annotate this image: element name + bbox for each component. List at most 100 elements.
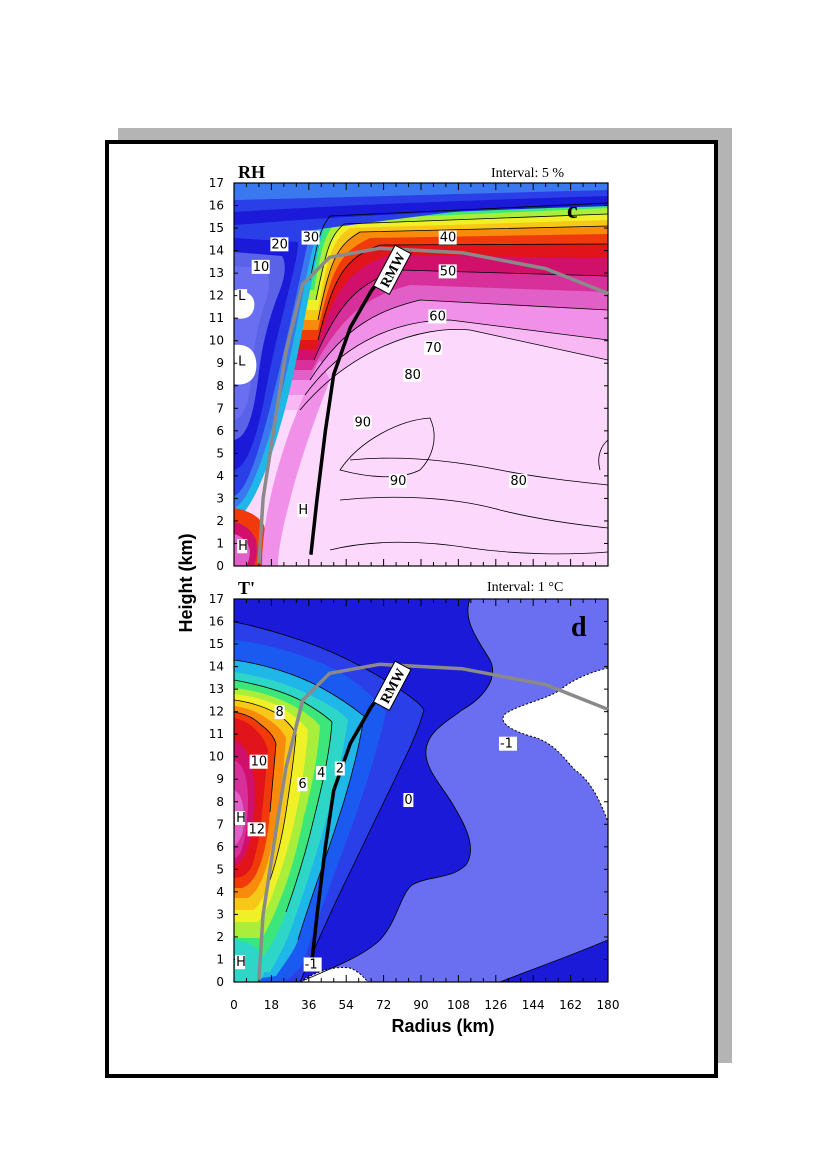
y-tick-label: 17 [209, 592, 224, 606]
contour-label: 4 [317, 766, 325, 781]
y-tick-label: 6 [216, 840, 224, 854]
contour-label: -1 [500, 737, 513, 752]
contour-label: 12 [249, 822, 266, 837]
y-tick-label: 1 [216, 952, 224, 966]
contour-label: 0 [404, 793, 412, 808]
t-panel-title: T' [238, 578, 255, 598]
y-tick-label: 14 [209, 660, 224, 674]
contour-label-bg [403, 793, 414, 808]
contour-label: 70 [425, 341, 442, 356]
contour-label: 90 [390, 474, 407, 489]
y-tick-label: 0 [216, 975, 224, 989]
y-tick-label: 11 [209, 311, 224, 325]
contour-label-bg [438, 264, 457, 279]
y-tick-label: 16 [209, 199, 224, 213]
rmw-curve [309, 683, 390, 971]
t-x-axis: 0 18 36 54 72 90 108 126 144 162 180 [230, 599, 619, 1012]
x-tick-label: 126 [484, 998, 507, 1012]
y-tick-label: 1 [216, 536, 224, 550]
y-tick-label: 4 [216, 885, 224, 899]
contour-label-bg [251, 259, 270, 274]
contour-label: 20 [271, 237, 288, 252]
contour-label-bg [438, 230, 457, 245]
t-curves: RMW [257, 660, 609, 980]
contour-label: H [236, 811, 246, 826]
y-tick-label: 3 [216, 491, 224, 505]
y-tick-label: 7 [216, 401, 224, 415]
contour-label-bg [509, 473, 528, 488]
contour-label: 60 [429, 309, 446, 324]
y-tick-label: 13 [209, 266, 224, 280]
t-interval-label: Interval: 1 °C [487, 580, 563, 595]
contour-label-bg [297, 503, 308, 518]
contour-label-bg [403, 368, 422, 383]
rh-panel-title: RH [238, 162, 265, 182]
contour-label-bg [424, 340, 443, 355]
contour-label-bg [388, 473, 407, 488]
rh-curves: RMW [257, 244, 609, 564]
x-tick-label: 108 [447, 998, 470, 1012]
contour-label: H [298, 503, 308, 518]
contour-label-bg [353, 415, 372, 430]
y-tick-label: 4 [216, 469, 224, 483]
rh-panel-letter: c [567, 198, 578, 224]
contour-label: 8 [276, 705, 284, 720]
contour-label: 40 [440, 231, 457, 246]
x-tick-label: 72 [376, 998, 391, 1012]
x-tick-label: 18 [264, 998, 279, 1012]
x-tick-label: 90 [413, 998, 428, 1012]
contour-label-bg [270, 237, 289, 252]
y-tick-label: 3 [216, 907, 224, 921]
rh-contour-fill [234, 183, 608, 566]
y-tick-label: 14 [209, 244, 224, 258]
x-tick-label: 144 [522, 998, 545, 1012]
y-tick-label: 9 [216, 772, 224, 786]
y-tick-label: 10 [209, 750, 224, 764]
rh-interval-label: Interval: 5 % [491, 166, 564, 181]
rh-contour-lines [299, 202, 608, 555]
y-tick-label: 10 [209, 334, 224, 348]
gray-boundary-curve [257, 662, 609, 980]
y-tick-label: 2 [216, 514, 224, 528]
y-tick-label: 8 [216, 795, 224, 809]
y-tick-label: 15 [209, 221, 224, 235]
contour-label-bg [297, 777, 308, 792]
contour-label-bg [237, 354, 248, 369]
x-tick-label: 0 [230, 998, 238, 1012]
contour-label-bg [498, 736, 517, 751]
y-tick-label: 2 [216, 930, 224, 944]
t-negative-contours [299, 667, 608, 982]
contour-label: H [236, 955, 246, 970]
y-tick-label: 5 [216, 446, 224, 460]
y-tick-label: 6 [216, 424, 224, 438]
contour-label: 2 [336, 761, 344, 776]
y-tick-label: 5 [216, 862, 224, 876]
y-tick-label: 9 [216, 356, 224, 370]
contour-label: 90 [355, 415, 372, 430]
x-tick-label: 54 [339, 998, 354, 1012]
y-axis-title: Height (km) [176, 533, 196, 632]
y-tick-label: 7 [216, 817, 224, 831]
y-tick-label: 12 [209, 705, 224, 719]
contour-label: L [238, 289, 246, 304]
contour-label-bg [301, 230, 320, 245]
contour-label-bg [428, 309, 447, 324]
contour-label-bg [247, 822, 266, 837]
contour-label-bg [334, 761, 345, 776]
x-tick-label: 162 [559, 998, 582, 1012]
rmw-curve [309, 267, 390, 555]
t-contour-fill [234, 599, 608, 982]
y-tick-label: 15 [209, 637, 224, 651]
contour-label: 80 [404, 368, 421, 383]
contour-label: 10 [253, 260, 270, 275]
contour-label-bg [235, 955, 246, 970]
x-tick-label: 36 [301, 998, 316, 1012]
y-tick-label: 8 [216, 379, 224, 393]
gray-boundary-curve [257, 246, 609, 564]
